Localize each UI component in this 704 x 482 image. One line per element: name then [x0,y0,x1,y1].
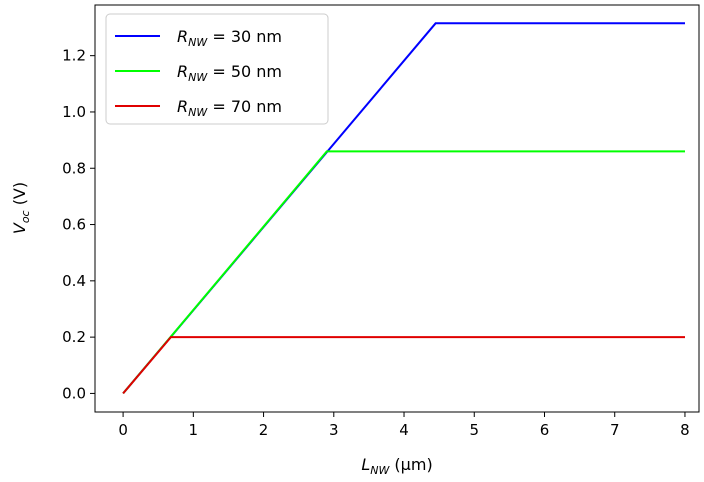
y-tick-label: 0.2 [62,328,86,346]
y-tick-label: 0.6 [62,216,86,234]
x-tick-label: 8 [680,421,690,439]
series-line-2 [122,150,685,395]
y-tick-label: 0.4 [62,272,86,290]
y-tick-label: 1.2 [62,47,86,65]
x-tick-label: 7 [610,421,620,439]
series-line-3 [122,336,685,395]
x-tick-label: 4 [399,421,409,439]
series-lines [122,22,685,395]
x-axis-label: LNW (μm) [361,455,432,477]
x-tick-label: 3 [329,421,339,439]
x-tick-label: 0 [118,421,128,439]
legend-box [105,13,329,125]
y-axis-ticks: 0.0 0.2 0.4 0.6 0.8 1.0 1.2 [62,47,95,402]
y-axis-label: Voc (V) [10,182,32,234]
x-axis-ticks: 0 1 2 3 4 5 6 7 8 [118,412,690,439]
x-tick-label: 1 [189,421,199,439]
x-tick-label: 2 [259,421,269,439]
y-tick-label: 0.8 [62,159,86,177]
x-tick-label: 5 [469,421,479,439]
x-tick-label: 6 [540,421,550,439]
y-tick-label: 0.0 [62,384,86,402]
legend-label-3: RNW = 70 nm [177,97,282,119]
plot-area-frame [94,4,700,413]
legend-label-1: RNW = 30 nm [177,27,282,49]
y-tick-label: 1.0 [62,103,86,121]
legend: RNW = 30 nm RNW = 50 nm RNW = 70 nm [105,13,329,125]
legend-label-2: RNW = 50 nm [177,62,282,84]
